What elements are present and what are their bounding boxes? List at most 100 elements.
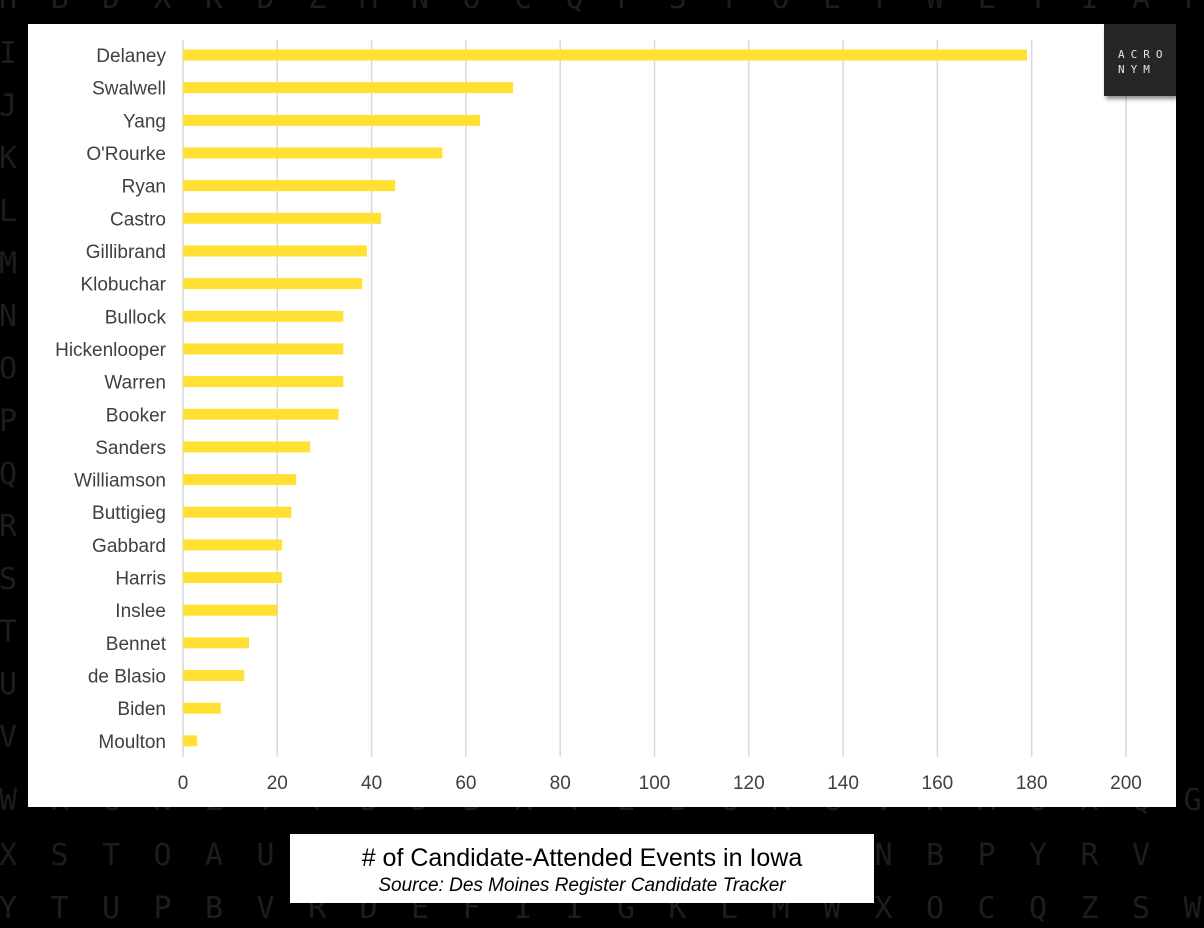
bar (183, 310, 344, 322)
background-letter: H (0, 0, 17, 16)
bar-chart: 0 20 40 60 80 100 120 140 160 180 200 Delaney Swalwe… (55, 40, 1142, 794)
background-letter: V (1132, 838, 1150, 873)
background-letter: S (50, 838, 68, 873)
background-letter: K (0, 141, 17, 176)
background-letter: I (1080, 0, 1098, 16)
x-tick-label: 60 (455, 773, 476, 794)
x-tick-label: 40 (361, 773, 382, 794)
background-letter: G (1183, 783, 1201, 818)
background-letter: Y (0, 891, 17, 926)
category-label: Gillibrand (86, 242, 166, 263)
category-label: Gabbard (92, 536, 166, 557)
background-letter: Y (1029, 0, 1047, 16)
chart-source: Source: Des Moines Register Candidate Tr… (378, 875, 786, 896)
background-letter: V (256, 891, 274, 926)
bar (183, 637, 250, 649)
x-tick-label: 160 (922, 773, 954, 794)
x-tick-label: 140 (827, 773, 859, 794)
bar (183, 245, 367, 257)
bar (183, 82, 514, 94)
chart-title: # of Candidate-Attended Events in Iowa (361, 844, 803, 872)
background-letter: Y (1029, 838, 1047, 873)
category-label: Bullock (105, 307, 167, 328)
category-label: Delaney (96, 46, 166, 67)
logo-line-1: ACRO (1118, 48, 1169, 61)
background-letter: P (977, 838, 995, 873)
caption-box: # of Candidate-Attended Events in Iowa S… (290, 834, 874, 903)
category-label: Castro (110, 209, 166, 230)
background-letter: C (514, 0, 532, 16)
background-letter: U (102, 891, 120, 926)
x-tick-label: 100 (639, 773, 671, 794)
bar (183, 212, 382, 224)
background-letter: P (0, 404, 17, 439)
background-letter: E (823, 0, 841, 16)
background-letter: Q (565, 0, 583, 16)
background-letter: O (153, 838, 171, 873)
background-letter: Z (308, 0, 326, 16)
background-letter: T (50, 891, 68, 926)
background-letter: C (977, 891, 995, 926)
background-letter: B (50, 0, 68, 16)
background-letter: B (926, 838, 944, 873)
background-letter: M (359, 0, 377, 16)
bar (183, 539, 283, 551)
background-letter: K (205, 0, 223, 16)
bar (183, 408, 339, 420)
background-letter: D (256, 0, 274, 16)
background-letter: O (926, 891, 944, 926)
category-label: Swalwell (92, 79, 166, 100)
x-tick-label: 20 (267, 773, 288, 794)
logo-line-2: NYM (1118, 63, 1156, 76)
background-letter: Z (1080, 891, 1098, 926)
background-letter: W (0, 783, 18, 818)
x-tick-label: 120 (733, 773, 765, 794)
background-letter: O (771, 0, 789, 16)
background-letter: U (256, 838, 274, 873)
bar (183, 376, 344, 388)
background-letter: S (0, 562, 17, 597)
category-label: Moulton (98, 732, 166, 753)
background-letter: S (1132, 891, 1150, 926)
background-letter: F (874, 0, 892, 16)
category-label: Harris (115, 569, 166, 590)
background-letter: R (1080, 838, 1099, 873)
background-letter: N (411, 0, 429, 16)
chart-panel: 0 20 40 60 80 100 120 140 160 180 200 Delaney Swalwe… (28, 24, 1176, 807)
category-label: Yang (123, 111, 166, 132)
category-label: Warren (104, 373, 166, 394)
bar (183, 702, 221, 714)
background-letter: X (153, 0, 171, 16)
background-letter: J (0, 89, 17, 124)
category-label: Hickenlooper (55, 340, 167, 361)
x-tick-label: 80 (550, 773, 571, 794)
background-letter: L (0, 194, 17, 229)
background-letter: T (102, 838, 120, 873)
category-label: de Blasio (88, 667, 166, 688)
background-letter: T (720, 0, 738, 16)
x-tick-label: 180 (1016, 773, 1048, 794)
x-tick-label: 0 (178, 773, 189, 794)
x-tick-label: 200 (1110, 773, 1142, 794)
background-letter: A (205, 838, 223, 873)
acronym-logo: ACRO NYM (1104, 24, 1176, 96)
bar (183, 474, 297, 486)
bar (183, 278, 363, 290)
bar (183, 441, 311, 453)
background-letter: P (153, 891, 171, 926)
category-label: O'Rourke (86, 144, 166, 165)
background-letter: W (926, 0, 945, 16)
background-letter: N (0, 299, 17, 334)
background-letter: P (617, 0, 635, 16)
bar (183, 49, 1027, 61)
bar (183, 147, 443, 159)
bar (183, 506, 292, 518)
background-letter: O (462, 0, 480, 16)
background-letter: I (0, 36, 17, 71)
bar (183, 735, 198, 747)
background-letter: S (668, 0, 686, 16)
background-letter: T (0, 615, 17, 650)
category-label: Inslee (115, 601, 166, 622)
background-letter: D (102, 0, 120, 16)
background-letter: N (874, 838, 892, 873)
